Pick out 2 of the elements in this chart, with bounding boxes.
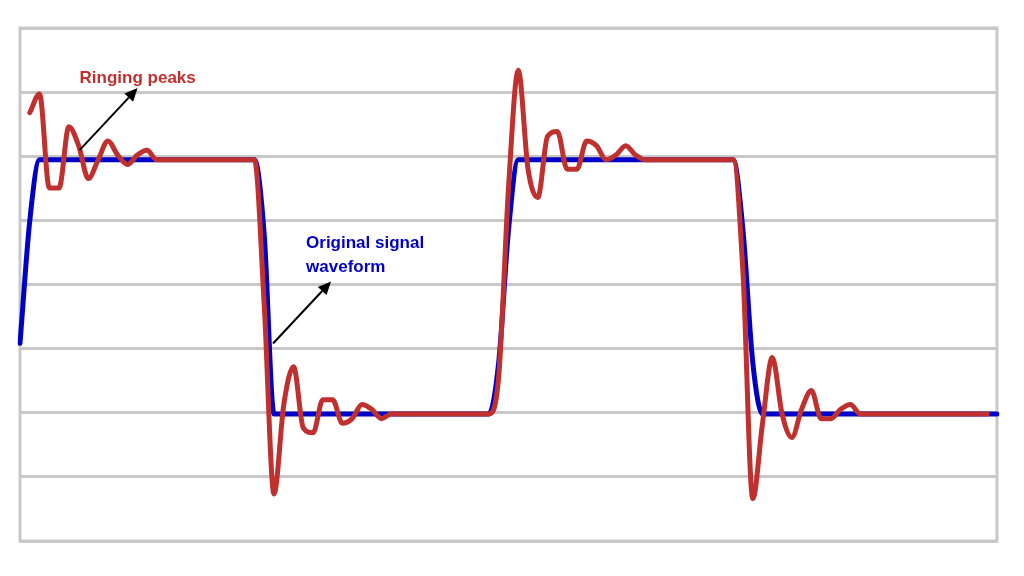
annotation: Original signal waveform [305, 233, 425, 277]
annotation: Ringing peaks [79, 68, 196, 88]
